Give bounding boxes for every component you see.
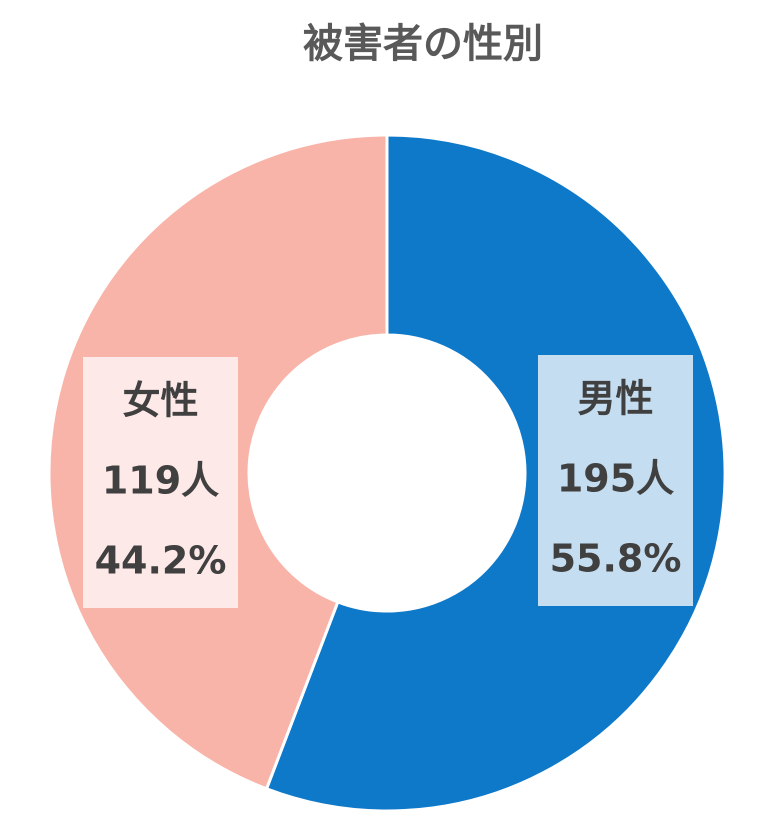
count-label: 195人	[557, 457, 674, 501]
category-label: 女性	[122, 379, 198, 423]
label-box	[83, 357, 238, 608]
value-label: 44.2%	[95, 539, 227, 583]
chart-title: 被害者の性別	[303, 21, 543, 67]
category-label: 男性	[577, 377, 653, 421]
value-label: 55.8%	[550, 537, 682, 581]
count-label: 119人	[102, 459, 219, 503]
label-box	[538, 355, 693, 606]
donut-slice	[264, 133, 727, 813]
